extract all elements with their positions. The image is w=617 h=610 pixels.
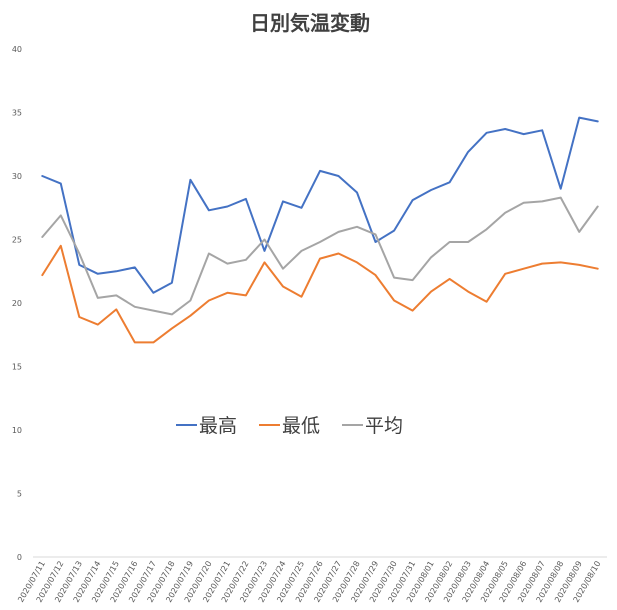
series-line-2 <box>41 196 599 316</box>
legend-label: 最高 <box>199 415 237 437</box>
y-tick-label: 35 <box>12 109 22 118</box>
y-tick-label: 0 <box>17 553 22 562</box>
legend: 最高 最低 平均 <box>176 415 403 437</box>
y-tick-label: 25 <box>12 236 22 245</box>
x-axis: 2020/07/112020/07/122020/07/132020/07/14… <box>16 560 602 604</box>
series-line-1 <box>41 244 599 344</box>
y-axis: 0 5 10 15 20 25 30 35 40 <box>12 45 22 562</box>
series-line-0 <box>41 116 599 294</box>
series-lines <box>41 116 599 344</box>
y-tick-label: 40 <box>12 45 22 54</box>
legend-label: 平均 <box>365 415 403 437</box>
y-tick-label: 5 <box>17 490 22 499</box>
chart-title: 日別気温変動 <box>250 11 370 35</box>
y-tick-label: 15 <box>12 363 22 372</box>
y-tick-label: 30 <box>12 172 22 181</box>
y-tick-label: 10 <box>12 426 22 435</box>
y-tick-label: 20 <box>12 299 22 308</box>
legend-label: 最低 <box>282 415 320 437</box>
